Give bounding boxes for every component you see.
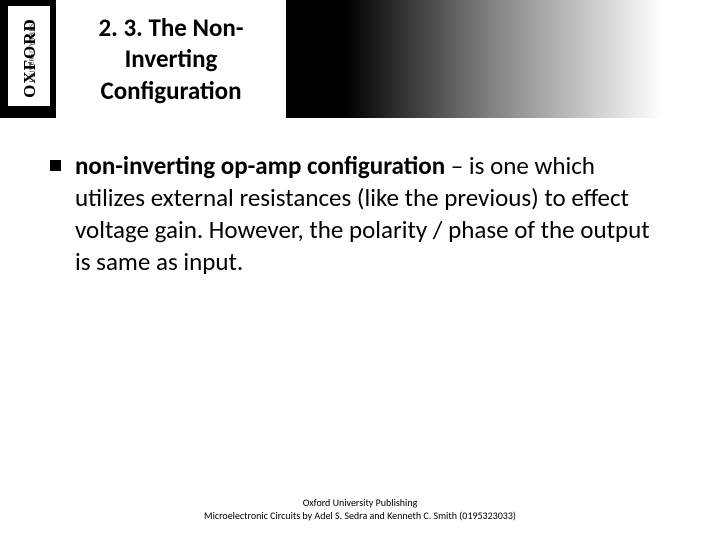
slide: OXFORD UNIVERSITY PRESS 2. 3. The Non-In… (0, 0, 720, 540)
footer-line1: Oxford University Publishing (0, 497, 720, 510)
slide-title-box: 2. 3. The Non-Inverting Configuration (56, 0, 286, 118)
bullet-text: non-inverting op-amp configuration – is … (75, 150, 670, 278)
publisher-logo: OXFORD UNIVERSITY PRESS (8, 6, 50, 106)
footer-line2: Microelectronic Circuits by Adel S. Sedr… (0, 510, 720, 523)
body-content: non-inverting op-amp configuration – is … (50, 150, 670, 278)
bullet-item: non-inverting op-amp configuration – is … (50, 150, 670, 278)
logo-sub-text: UNIVERSITY PRESS (30, 20, 36, 83)
bullet-bold-span: non-inverting op-amp configuration (75, 150, 445, 181)
slide-title: 2. 3. The Non-Inverting Configuration (66, 12, 276, 106)
bullet-marker-icon (50, 160, 61, 171)
footer: Oxford University Publishing Microelectr… (0, 497, 720, 522)
